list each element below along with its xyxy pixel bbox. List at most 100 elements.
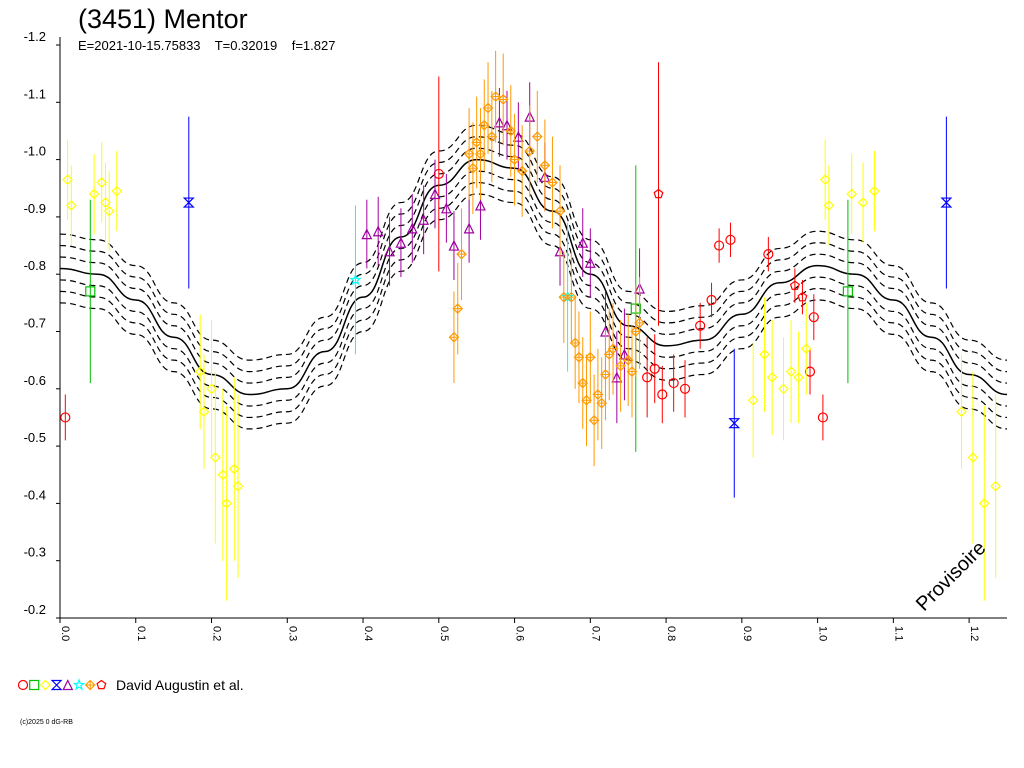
fit-curve-band	[59, 147, 1008, 384]
data-point-plus-diamond	[452, 303, 464, 314]
data-point-triangle	[429, 188, 441, 200]
data-point-plus-diamond	[486, 131, 498, 143]
data-point-plus-diamond	[456, 248, 467, 260]
data-point-plus-diamond	[463, 148, 475, 160]
data-point-plus-diamond	[607, 343, 619, 355]
chart-subtitle: E=2021-10-15.75833 T=0.32019 f=1.827	[78, 38, 336, 53]
data-point-triangle	[361, 228, 373, 240]
legend-label: David Augustin et al.	[116, 677, 244, 693]
data-point-circle	[668, 377, 679, 389]
legend-marker-triangle	[62, 679, 74, 691]
data-point-diamond	[800, 343, 812, 355]
x-tick-label: 0.2	[211, 626, 223, 641]
data-point-diamond	[766, 371, 778, 383]
axes: -1.2 -1.1 -1.0 -0.9 -0.8 -0.7 -0.6 -0.5 -0.4 -0.3…	[24, 29, 1007, 641]
fit-curve-band	[59, 124, 1008, 361]
data-point-circle	[725, 234, 736, 245]
y-tick-label: -0.5	[24, 430, 46, 445]
data-point-diamond	[66, 200, 77, 211]
data-point-diamond	[100, 197, 111, 208]
legend-marker-star	[72, 678, 86, 691]
data-point-diamond	[785, 366, 797, 377]
data-point-plus-diamond	[615, 360, 626, 372]
data-point-plus-diamond	[603, 349, 615, 360]
data-point-pentagon	[789, 280, 800, 290]
data-point-diamond	[967, 452, 979, 463]
data-point-plus-diamond	[531, 131, 543, 143]
data-point-diamond	[198, 406, 210, 418]
data-point-diamond	[209, 452, 221, 463]
data-point-diamond	[221, 498, 233, 509]
data-point-plus-diamond	[475, 148, 486, 160]
legend-marker-hourglass	[50, 679, 63, 691]
y-tick-label: -0.9	[24, 201, 46, 216]
x-tick-label: 1.0	[817, 626, 829, 641]
y-tick-label: -0.7	[24, 316, 46, 331]
x-tick-label: 1.1	[892, 626, 904, 641]
copyright-text: (c)2025 0 dG-RB	[20, 719, 73, 726]
data-point-circle	[642, 372, 653, 383]
data-point-diamond	[819, 174, 831, 186]
y-tick-label: -0.2	[24, 602, 46, 617]
x-tick-label: 0.7	[589, 626, 601, 641]
data-point-plus-diamond	[630, 326, 642, 337]
x-tick-label: 0.3	[286, 626, 298, 641]
data-point-diamond	[111, 185, 123, 197]
data-point-plus-diamond	[581, 394, 592, 406]
x-tick-label: 0.4	[362, 626, 374, 641]
legend: David Augustin et al.	[18, 676, 244, 694]
data-point-diamond	[857, 197, 869, 208]
data-point-diamond	[793, 371, 805, 383]
data-point-diamond	[194, 366, 206, 377]
y-tick-label: -0.6	[24, 373, 46, 388]
data-point-diamond	[217, 469, 229, 481]
data-point-pentagon	[653, 188, 664, 199]
data-point-triangle	[463, 222, 475, 234]
data-point-plus-diamond	[573, 351, 585, 363]
data-point-triangle	[611, 371, 623, 383]
data-point-diamond	[759, 349, 770, 360]
y-tick-label: -1.2	[24, 29, 46, 44]
y-tick-label: -0.3	[24, 545, 46, 560]
y-tick-label: -1.1	[24, 86, 46, 101]
fit-curve-band	[59, 136, 1008, 373]
data-point-circle	[679, 383, 691, 394]
x-tick-label: 0.6	[514, 626, 526, 641]
data-point-diamond	[103, 205, 115, 217]
legend-markers	[18, 678, 107, 691]
data-point-diamond	[96, 177, 108, 188]
data-point-diamond	[228, 463, 240, 475]
data-point-plus-diamond	[584, 351, 596, 363]
data-point-plus-diamond	[592, 389, 604, 400]
x-tick-label: 0.5	[438, 626, 450, 641]
data-point-diamond	[846, 188, 858, 200]
data-point-pentagon	[797, 291, 808, 302]
data-point-plus-diamond	[577, 377, 589, 389]
data-point-diamond	[232, 480, 244, 492]
data-point-triangle	[493, 116, 505, 128]
data-point-circle	[804, 366, 816, 377]
data-point-circle	[433, 168, 444, 180]
legend-marker-pentagon	[96, 679, 107, 690]
data-point-circle	[714, 240, 725, 251]
data-point-plus-diamond	[516, 165, 528, 177]
data-point-plus-diamond	[547, 177, 558, 188]
data-point-triangle	[418, 213, 430, 225]
data-point-plus-diamond	[505, 125, 517, 137]
data-point-plus-diamond	[490, 91, 501, 102]
data-point-plus-diamond	[600, 369, 611, 380]
data-point-circle	[808, 312, 819, 323]
data-point-plus-diamond	[509, 154, 520, 165]
data-point-hourglass	[728, 418, 741, 429]
fit-curve	[59, 158, 1008, 396]
fit-curve-band	[59, 170, 1008, 407]
data-point-plus-diamond	[497, 94, 509, 105]
data-point-diamond	[990, 480, 1001, 492]
data-point-plus-diamond	[482, 102, 494, 114]
data-point-triangle	[448, 239, 460, 251]
data-point-plus-diamond	[467, 162, 479, 174]
data-point-hourglass	[182, 197, 195, 208]
data-point-triangle	[512, 130, 524, 142]
data-point-circle	[60, 412, 71, 423]
